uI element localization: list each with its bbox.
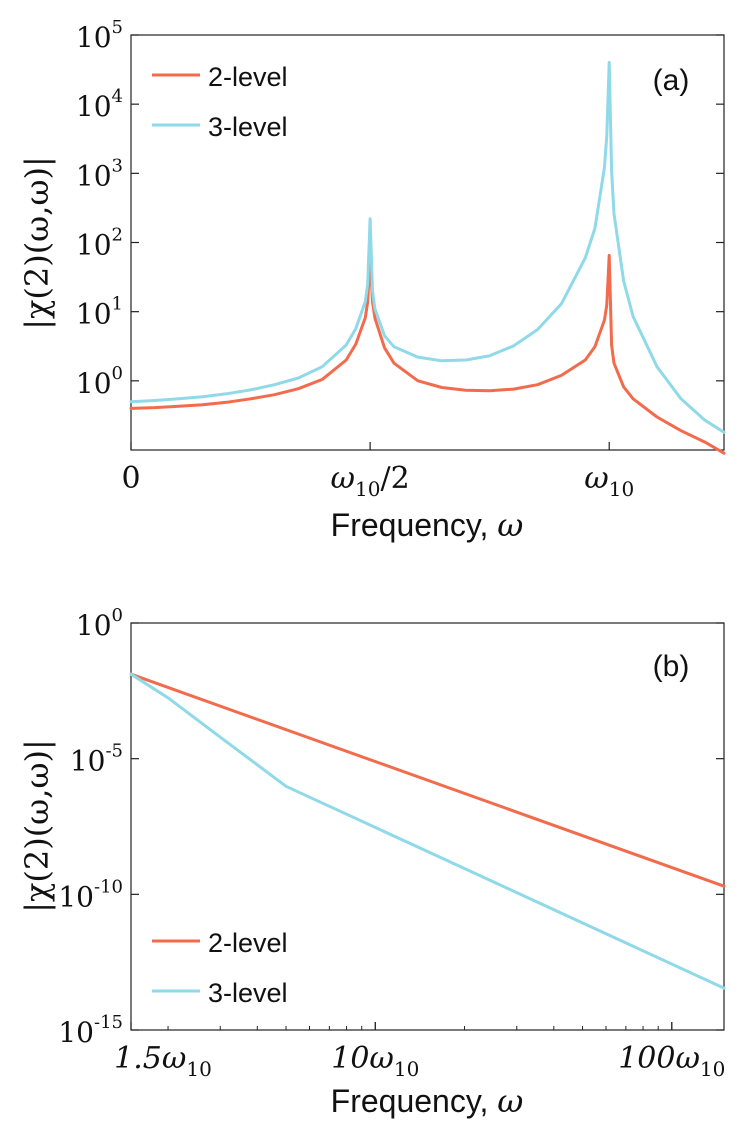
- x-axis-label-text-b: Frequency,: [331, 1083, 498, 1119]
- plot-frame-b: [130, 622, 725, 1031]
- y-tick-label-b: 10-15: [58, 1012, 123, 1049]
- x-axis-label-symbol-b: ω: [497, 1082, 523, 1120]
- y-tick-label-a: 101: [76, 294, 123, 331]
- y-tick-label-a: 102: [76, 225, 123, 262]
- y-axis-label-text-b: |χ(2)(ω,ω)|: [18, 739, 56, 913]
- series-line-3-level-b: [129, 672, 726, 990]
- series-line-2-level-a: [129, 253, 726, 455]
- ticks-layer-a: 100 101 102 103 104 105 0 ω10/2 ω10: [76, 17, 724, 501]
- x-tick-label-a: ω10: [584, 461, 634, 501]
- y-tick-label-b: 10-5: [70, 741, 123, 778]
- y-tick-label-a: 103: [76, 155, 123, 192]
- x-tick-label-a: 0: [121, 461, 140, 496]
- x-axis-label-symbol-a: ω: [497, 506, 523, 544]
- y-tick-label-a: 100: [76, 363, 123, 400]
- series-layer-b: [129, 672, 726, 990]
- y-axis-label-a: |χ(2)(ω,ω)|: [18, 156, 56, 330]
- x-tick-label-b: 1.5ω10: [114, 1041, 212, 1081]
- legend-label-2-level-a: 2-level: [208, 62, 288, 92]
- x-tick-label-a: ω10/2: [331, 461, 410, 501]
- series-line-3-level-a: [129, 61, 726, 434]
- x-axis-label-a: Frequency, ω: [331, 506, 524, 544]
- legend-b: 2-level 3-level: [152, 928, 288, 1008]
- x-axis-label-b: Frequency, ω: [331, 1082, 524, 1120]
- plot-frame-a: [130, 34, 725, 451]
- legend-label-3-level-a: 3-level: [208, 112, 288, 142]
- y-axis-label-text-a: |χ(2)(ω,ω)|: [18, 156, 56, 330]
- series-line-2-level-b: [129, 672, 726, 888]
- panel-a: 100 101 102 103 104 105 0 ω10/2 ω10 (a) 2-level …: [18, 17, 726, 544]
- y-axis-label-b: |χ(2)(ω,ω)|: [18, 739, 56, 913]
- ticks-layer-b: 100 10-5 10-10 10-151.5ω10 10ω10 100ω10: [58, 605, 725, 1081]
- legend-a: 2-level 3-level: [152, 62, 288, 142]
- series-layer-a: [129, 61, 726, 455]
- y-tick-label-a: 105: [76, 17, 123, 54]
- panel-label-a: (a): [653, 64, 690, 97]
- y-tick-label-a: 104: [76, 86, 123, 123]
- legend-label-2-level-b: 2-level: [208, 928, 288, 958]
- y-tick-label-b: 10-10: [58, 876, 123, 913]
- legend-label-3-level-b: 3-level: [208, 978, 288, 1008]
- x-tick-label-b: 100ω10: [618, 1041, 725, 1081]
- panel-label-b: (b): [653, 650, 690, 683]
- y-tick-label-b: 100: [76, 605, 123, 642]
- x-axis-label-text-a: Frequency,: [331, 507, 498, 543]
- x-tick-label-b: 10ω10: [331, 1041, 419, 1081]
- panel-b: 100 10-5 10-10 10-151.5ω10 10ω10 100ω10 (b) 2…: [18, 605, 726, 1120]
